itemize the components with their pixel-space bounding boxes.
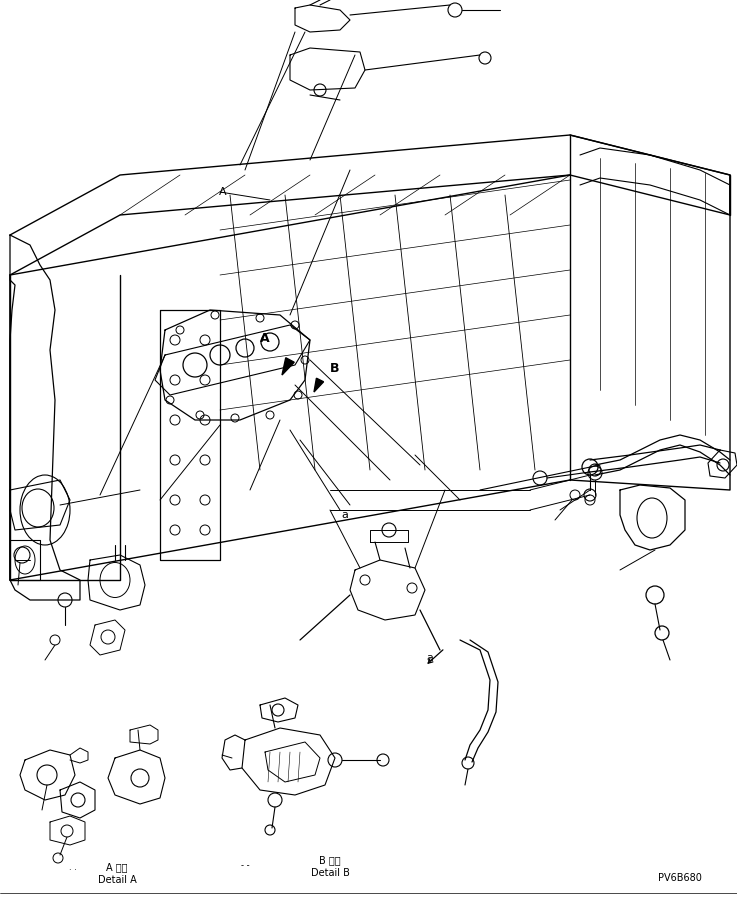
Text: B: B	[330, 362, 340, 374]
Polygon shape	[282, 358, 294, 375]
Text: A: A	[219, 187, 227, 197]
Text: Detail A: Detail A	[97, 875, 136, 885]
Text: A 詳細: A 詳細	[106, 862, 128, 872]
Text: B 詳細: B 詳細	[319, 855, 340, 865]
Text: a: a	[427, 653, 433, 663]
Polygon shape	[314, 378, 324, 392]
Text: PV6B680: PV6B680	[658, 873, 702, 883]
Text: . .: . .	[69, 862, 77, 871]
Text: a: a	[341, 510, 349, 520]
Text: A: A	[260, 332, 270, 345]
Text: Detail B: Detail B	[310, 868, 349, 878]
Text: - -: - -	[241, 861, 249, 870]
